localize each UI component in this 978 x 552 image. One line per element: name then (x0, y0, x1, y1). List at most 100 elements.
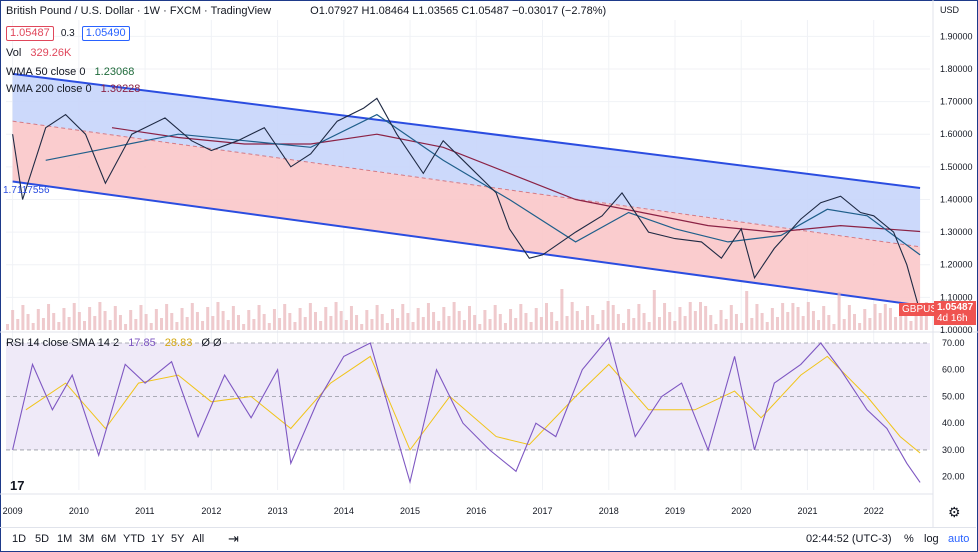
rsi-legend[interactable]: RSI 14 close SMA 14 2 17.85 28.83 Ø Ø (6, 337, 222, 349)
volume-bar (349, 306, 353, 330)
range-5d[interactable]: 5D (35, 533, 50, 545)
volume-bar (334, 302, 338, 330)
settings-gear-icon[interactable]: ⚙ (948, 504, 961, 520)
channel-label: 1.7117556 (3, 185, 50, 196)
price-tick-label: 1.10000 (940, 292, 973, 302)
range-5y[interactable]: 5Y (171, 533, 185, 545)
volume-bar (180, 308, 184, 330)
volume-bar (503, 323, 507, 330)
rsi-tick-label: 50.00 (942, 391, 965, 401)
bottom-toolbar: 1D 5D 1M 3M 6M YTD 1Y 5Y All ⇥ 02:44:52 … (0, 527, 976, 550)
wma50-legend[interactable]: WMA 50 close 0 1.23068 (6, 66, 134, 78)
volume-bar (586, 306, 590, 330)
log-toggle[interactable]: log (924, 533, 939, 545)
volume-bar (41, 318, 45, 330)
volume-bar (709, 315, 713, 330)
volume-bar (657, 317, 661, 330)
time-tick-label: 2015 (400, 506, 420, 516)
volume-bar (442, 307, 446, 330)
range-1m[interactable]: 1M (57, 533, 73, 545)
volume-bar (154, 309, 158, 330)
volume-bar (750, 318, 754, 330)
volume-bar (380, 314, 384, 330)
volume-bar (699, 302, 702, 330)
price-tick-label: 1.30000 (940, 227, 973, 237)
range-ytd[interactable]: YTD (123, 533, 145, 545)
volume-bar (575, 311, 579, 330)
volume-bar (118, 315, 122, 330)
volume-bar (483, 310, 487, 330)
volume-bar (437, 321, 441, 330)
volume-bar (391, 309, 394, 330)
volume-label: Vol (6, 47, 22, 59)
volume-bar (237, 315, 240, 330)
currency-label[interactable]: USD (940, 5, 960, 15)
volume-bar (570, 302, 574, 330)
volume-bar (93, 316, 97, 330)
bar-countdown: 4d 16h (937, 313, 968, 324)
volume-legend[interactable]: Vol 329.26K (6, 47, 71, 59)
range-all[interactable]: All (192, 533, 205, 545)
volume-bar (216, 302, 220, 330)
volume-bar (745, 291, 749, 330)
volume-bar (355, 315, 359, 330)
volume-bar (647, 322, 651, 330)
wma200-legend[interactable]: WMA 200 close 0 1.30228 (6, 83, 140, 95)
volume-bar (339, 311, 343, 330)
volume-bar (272, 309, 276, 330)
range-3m[interactable]: 3M (79, 533, 95, 545)
volume-bar (457, 311, 461, 330)
wma200-value: 1.30228 (100, 83, 141, 95)
price-lines (12, 97, 921, 313)
time-tick-label: 2014 (334, 506, 354, 516)
tradingview-logo-icon: 17 (10, 478, 25, 493)
volume-bar (190, 303, 194, 330)
volume-bar (719, 310, 723, 330)
volume-bar (365, 310, 369, 330)
channel-lower-line (12, 180, 921, 307)
volume-bar (288, 313, 292, 330)
volume-bar (303, 317, 307, 330)
volume-bar (195, 312, 199, 330)
rsi-sma-value: 28.83 (164, 337, 193, 349)
date-range-icon[interactable]: ⇥ (228, 531, 239, 546)
time-tick-label: 2018 (599, 506, 619, 516)
volume-bar (278, 318, 282, 330)
auto-toggle[interactable]: auto (948, 533, 970, 545)
rsi-extra: Ø Ø (201, 337, 222, 349)
volume-bar (247, 310, 251, 330)
sell-button[interactable]: 1.05487 (6, 26, 54, 41)
volume-bar (124, 324, 128, 330)
volume-bar (883, 304, 887, 330)
volume-bar (134, 319, 138, 330)
range-6m[interactable]: 6M (101, 533, 117, 545)
range-1d[interactable]: 1D (12, 533, 27, 545)
volume-bar (144, 314, 148, 330)
rsi-tick-label: 60.00 (942, 365, 965, 375)
volume-bar (324, 307, 328, 330)
price-tick-label: 1.00000 (940, 325, 973, 335)
volume-bar (858, 323, 862, 330)
volume-bar (796, 307, 800, 330)
percent-toggle[interactable]: % (904, 533, 914, 545)
volume-bar (514, 318, 518, 330)
volume-bar (493, 305, 497, 330)
volume-bar (668, 312, 672, 330)
volume-bar (822, 306, 826, 330)
volume-bar (252, 319, 256, 330)
volume-bar (693, 311, 697, 330)
time-tick-label: 2010 (69, 506, 89, 516)
time-tick-label: 2011 (135, 506, 154, 516)
channel-mid-line (12, 120, 921, 248)
volume-bar (781, 303, 785, 330)
symbol-title[interactable]: British Pound / U.S. Dollar · 1W · FXCM … (6, 5, 272, 17)
volume-bar (601, 310, 605, 330)
volume-bar (298, 308, 302, 330)
volume-bar (170, 313, 174, 330)
clock-readout[interactable]: 02:44:52 (UTC-3) (806, 533, 892, 545)
buy-button[interactable]: 1.05490 (81, 26, 130, 41)
volume-bar (591, 315, 595, 330)
volume-bar (565, 316, 569, 330)
range-1y[interactable]: 1Y (151, 533, 165, 545)
